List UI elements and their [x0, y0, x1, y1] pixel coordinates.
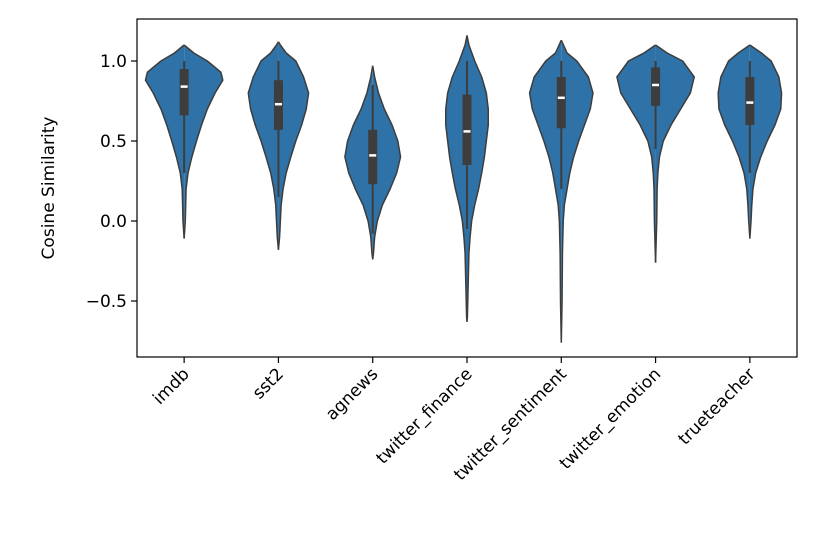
- x-tick-label: imdb: [149, 364, 193, 408]
- x-tick-label: twitter_emotion: [556, 364, 665, 473]
- violin-half: [344, 65, 374, 260]
- violin-half: [371, 65, 402, 260]
- violin-half: [144, 44, 185, 239]
- violin-half: [466, 35, 490, 322]
- x-tick-label: agnews: [322, 364, 382, 424]
- y-tick-label: −0.5: [86, 292, 127, 312]
- y-tick-label: 1.0: [100, 52, 127, 72]
- x-tick-label: sst2: [249, 364, 288, 403]
- violin-half: [749, 44, 783, 239]
- violin-half: [444, 35, 468, 322]
- violin-half: [717, 44, 751, 239]
- x-tick-label: trueteacher: [675, 364, 760, 449]
- plot-frame: [136, 18, 798, 358]
- x-tick-label: twitter_finance: [373, 364, 477, 468]
- box: [368, 129, 378, 185]
- box: [462, 94, 472, 165]
- y-tick-label: 0.5: [100, 132, 127, 152]
- violin-half: [183, 44, 224, 239]
- box: [745, 77, 755, 125]
- box: [651, 67, 661, 106]
- violin-half: [560, 39, 594, 343]
- box: [556, 77, 566, 129]
- violin-half: [277, 41, 310, 250]
- violin-half: [247, 41, 280, 250]
- y-tick-label: 0.0: [100, 212, 127, 232]
- y-axis-label: Cosine Similarity: [39, 117, 59, 260]
- violin-half: [616, 44, 657, 263]
- violin-half: [654, 44, 695, 263]
- violin-half: [528, 39, 563, 343]
- box: [179, 69, 189, 116]
